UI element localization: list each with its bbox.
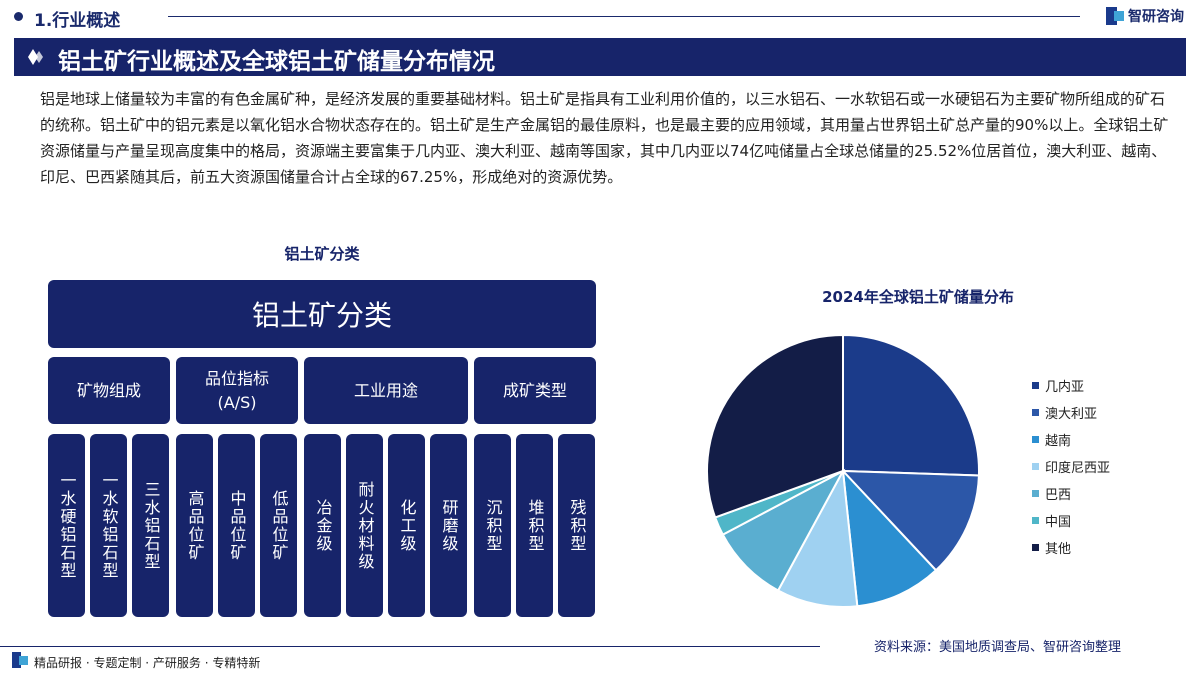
category-ore-type: 成矿类型 bbox=[474, 357, 596, 424]
leaf-item: 三水铝石型 bbox=[132, 434, 169, 617]
classification-root: 铝土矿分类 bbox=[48, 280, 596, 348]
footer-text: 精品研报 · 专题定制 · 产研服务 · 专精特新 bbox=[34, 656, 261, 670]
legend-label: 其他 bbox=[1045, 542, 1072, 557]
legend-swatch bbox=[1032, 382, 1039, 389]
legend-swatch bbox=[1032, 544, 1039, 551]
legend-swatch bbox=[1032, 409, 1039, 416]
leaf-item: 残积型 bbox=[558, 434, 595, 617]
intro-paragraph: 铝是地球上储量较为丰富的有色金属矿种，是经济发展的重要基础材料。铝土矿是指具有工… bbox=[40, 90, 1169, 186]
page-title: 铝土矿行业概述及全球铝土矿储量分布情况 bbox=[58, 49, 495, 75]
divider bbox=[168, 16, 1080, 17]
category-use: 工业用途 bbox=[304, 357, 468, 424]
legend-item: 澳大利亚 bbox=[1032, 399, 1110, 426]
leaf-item: 冶金级 bbox=[304, 434, 341, 617]
leaf-item: 化工级 bbox=[388, 434, 425, 617]
pie-slice bbox=[841, 468, 938, 608]
leaf-item: 一水硬铝石型 bbox=[48, 434, 85, 617]
legend-label: 越南 bbox=[1045, 434, 1072, 449]
category-mineral: 矿物组成 bbox=[48, 357, 170, 424]
diamond-icon bbox=[28, 49, 43, 65]
legend-item: 中国 bbox=[1032, 507, 1110, 534]
legend-label: 几内亚 bbox=[1045, 380, 1085, 395]
footer-divider bbox=[0, 646, 820, 647]
legend-label: 印度尼西亚 bbox=[1045, 461, 1111, 476]
pie-slice bbox=[840, 469, 980, 572]
leaf-item: 中品位矿 bbox=[218, 434, 255, 617]
brand-name: 智研咨询 bbox=[1128, 9, 1184, 25]
legend-item: 其他 bbox=[1032, 534, 1110, 561]
top-bar: 1.行业概述 智研咨询 bbox=[0, 0, 1200, 34]
brand: 智研咨询 bbox=[1106, 6, 1184, 26]
chart-title: 2024年全球铝土矿储量分布 bbox=[822, 288, 1014, 306]
legend-label: 中国 bbox=[1045, 515, 1072, 530]
pie-chart bbox=[706, 333, 980, 608]
bullet-icon bbox=[14, 12, 23, 21]
pie-slice bbox=[721, 468, 846, 592]
legend-label: 澳大利亚 bbox=[1045, 407, 1098, 422]
chart-legend: 几内亚澳大利亚越南印度尼西亚巴西中国其他 bbox=[1032, 372, 1110, 561]
leaf-item: 一水软铝石型 bbox=[90, 434, 127, 617]
leaf-item: 研磨级 bbox=[430, 434, 467, 617]
source-note: 资料来源：美国地质调查局、智研咨询整理 bbox=[874, 640, 1122, 655]
section-title: 1.行业概述 bbox=[34, 11, 121, 31]
leaf-item: 低品位矿 bbox=[260, 434, 297, 617]
footer-logo-icon bbox=[12, 652, 28, 668]
category-grade: 品位指标 (A/S) bbox=[176, 357, 298, 424]
legend-item: 几内亚 bbox=[1032, 372, 1110, 399]
pie-slice bbox=[706, 333, 844, 519]
legend-swatch bbox=[1032, 490, 1039, 497]
pie-slice bbox=[776, 467, 859, 608]
legend-swatch bbox=[1032, 463, 1039, 470]
legend-swatch bbox=[1032, 436, 1039, 443]
legend-item: 印度尼西亚 bbox=[1032, 453, 1110, 480]
legend-label: 巴西 bbox=[1045, 488, 1072, 503]
legend-swatch bbox=[1032, 517, 1039, 524]
legend-item: 巴西 bbox=[1032, 480, 1110, 507]
legend-item: 越南 bbox=[1032, 426, 1110, 453]
leaf-item: 堆积型 bbox=[516, 434, 553, 617]
title-banner: 铝土矿行业概述及全球铝土矿储量分布情况 bbox=[14, 38, 1186, 76]
brand-logo-icon bbox=[1106, 7, 1124, 25]
classification-title: 铝土矿分类 bbox=[284, 245, 360, 263]
leaf-item: 高品位矿 bbox=[176, 434, 213, 617]
leaf-item: 耐火材料级 bbox=[346, 434, 383, 617]
pie-slice bbox=[842, 333, 980, 477]
leaf-item: 沉积型 bbox=[474, 434, 511, 617]
